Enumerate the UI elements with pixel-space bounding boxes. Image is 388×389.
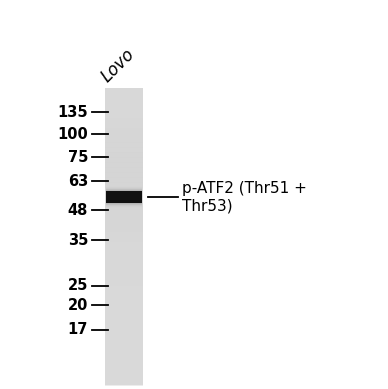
Bar — [105, 271, 143, 277]
Bar — [105, 286, 143, 291]
Bar — [105, 93, 143, 98]
Text: 63: 63 — [68, 173, 88, 189]
Bar — [105, 375, 143, 380]
Bar — [105, 291, 143, 296]
Bar — [106, 191, 142, 203]
Bar — [105, 231, 143, 237]
Bar — [105, 256, 143, 262]
Bar — [106, 185, 142, 209]
Bar — [105, 177, 143, 182]
Bar — [105, 172, 143, 178]
Bar — [105, 242, 143, 247]
Bar — [105, 202, 143, 207]
Bar — [105, 192, 143, 197]
Text: Lovo: Lovo — [97, 46, 138, 86]
Text: 135: 135 — [57, 105, 88, 119]
Bar — [105, 306, 143, 311]
Bar — [105, 296, 143, 301]
Text: 100: 100 — [57, 126, 88, 142]
Bar — [105, 147, 143, 153]
Bar — [105, 157, 143, 163]
Bar — [105, 108, 143, 113]
Bar — [105, 212, 143, 217]
Bar — [105, 123, 143, 128]
Bar — [105, 321, 143, 326]
Bar — [105, 301, 143, 306]
Text: 75: 75 — [68, 149, 88, 165]
Bar — [106, 186, 142, 208]
Bar — [105, 128, 143, 133]
Bar — [105, 365, 143, 371]
Bar — [105, 246, 143, 252]
Bar — [105, 251, 143, 257]
Bar — [105, 350, 143, 356]
Bar — [106, 188, 142, 206]
Bar — [105, 316, 143, 321]
Bar — [105, 182, 143, 187]
Text: p-ATF2 (Thr51 +
Thr53): p-ATF2 (Thr51 + Thr53) — [182, 181, 307, 213]
Bar — [105, 237, 143, 242]
Bar — [105, 167, 143, 173]
Bar — [105, 340, 143, 346]
Bar — [106, 190, 142, 204]
Bar — [105, 281, 143, 287]
Bar — [105, 113, 143, 118]
Bar — [105, 103, 143, 108]
Bar — [105, 380, 143, 385]
Bar — [105, 133, 143, 138]
Text: 48: 48 — [68, 203, 88, 217]
Text: 20: 20 — [68, 298, 88, 312]
Bar — [105, 88, 143, 385]
Bar — [106, 187, 142, 207]
Bar — [105, 88, 143, 93]
Bar — [105, 197, 143, 202]
Bar — [105, 222, 143, 227]
Bar — [105, 152, 143, 158]
Bar — [105, 276, 143, 282]
Bar — [105, 331, 143, 336]
Text: 35: 35 — [68, 233, 88, 247]
Bar — [105, 207, 143, 212]
Bar — [105, 217, 143, 222]
Bar — [105, 345, 143, 351]
Bar — [106, 189, 142, 205]
Bar — [105, 118, 143, 123]
Bar — [105, 227, 143, 232]
Bar — [105, 142, 143, 148]
Bar — [105, 187, 143, 193]
Bar — [105, 360, 143, 366]
Bar — [105, 355, 143, 361]
Text: 17: 17 — [68, 322, 88, 338]
Bar — [105, 370, 143, 376]
Bar — [105, 137, 143, 143]
Bar — [105, 335, 143, 341]
Text: 25: 25 — [68, 279, 88, 293]
Bar — [105, 326, 143, 331]
Bar — [105, 98, 143, 103]
Bar — [105, 261, 143, 267]
Bar — [105, 311, 143, 316]
Bar — [105, 266, 143, 272]
Bar — [105, 162, 143, 168]
